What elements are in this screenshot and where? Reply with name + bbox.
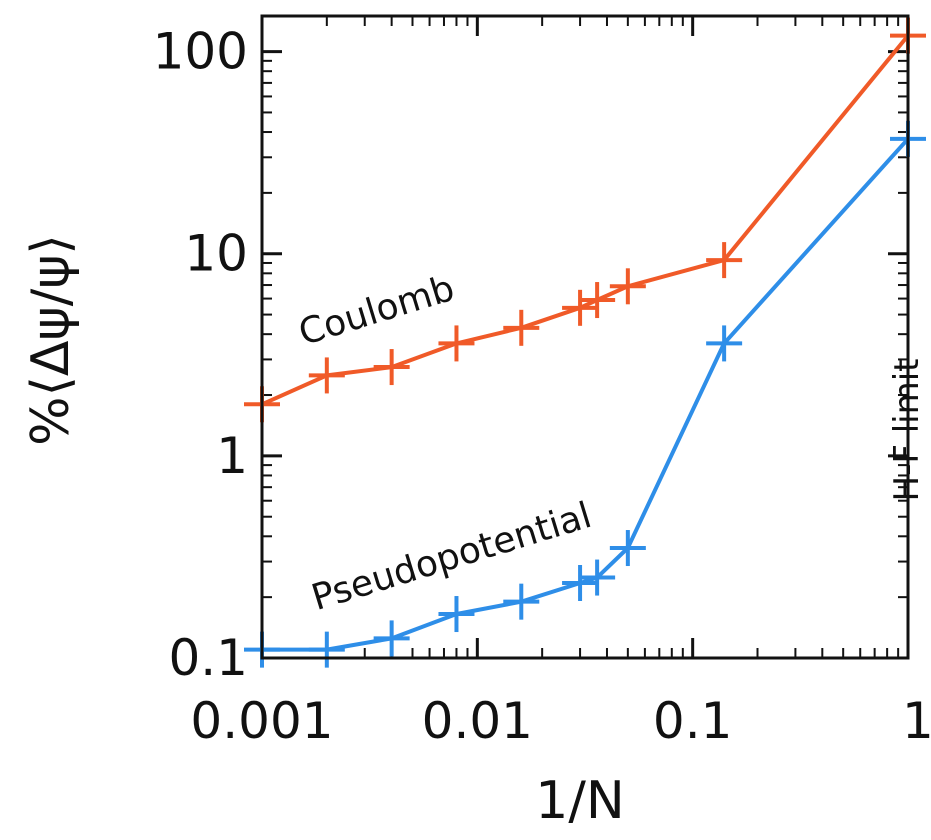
pseudopotential-point: [706, 325, 743, 362]
series-layer: [244, 17, 926, 668]
plot-frame: [260, 14, 910, 660]
coulomb-point: [438, 325, 475, 362]
coulomb-point: [373, 349, 410, 386]
y-tick-label: 0.1: [168, 629, 248, 687]
pseudopotential-point: [308, 631, 345, 668]
pseudopotential-point: [579, 559, 616, 596]
tick-labels: 0.001 0.01 0.1 1 0.1 1 10 100: [153, 23, 931, 750]
y-tick-label: 100: [153, 23, 248, 81]
pseudopotential-point: [562, 564, 599, 601]
x-tick-label: 0.1: [653, 692, 733, 750]
y-axis-label: %⟨Δψ/ψ⟩: [21, 234, 81, 446]
coulomb-point: [579, 282, 616, 319]
coulomb-series-label: Coulomb: [294, 268, 459, 354]
x-tick-label: 1: [902, 692, 931, 750]
pseudopotential-series-label: Pseudopotential: [307, 495, 596, 619]
coulomb-point: [706, 242, 743, 279]
pseudopotential-point: [373, 620, 410, 657]
minor-ticks: [262, 16, 908, 658]
coulomb-point: [308, 357, 345, 394]
pseudopotential-point: [609, 530, 646, 567]
hf-limit-label: H-F limit: [887, 359, 927, 502]
x-tick-label: 0.001: [190, 692, 333, 750]
coulomb-line: [261, 34, 910, 407]
x-tick-label: 0.01: [422, 692, 533, 750]
pseudopotential-point: [503, 583, 540, 620]
coulomb-point: [609, 268, 646, 305]
pseudopotential-point: [438, 596, 475, 633]
pseudopotential-series: [244, 120, 926, 668]
pseudopotential-line: [262, 137, 910, 652]
y-tick-label: 1: [216, 427, 248, 485]
coulomb-point: [503, 309, 540, 346]
y-tick-label: 10: [184, 225, 248, 283]
coulomb-series: [244, 17, 926, 423]
coulomb-point: [562, 289, 599, 326]
x-axis-label: 1/N: [535, 771, 625, 831]
